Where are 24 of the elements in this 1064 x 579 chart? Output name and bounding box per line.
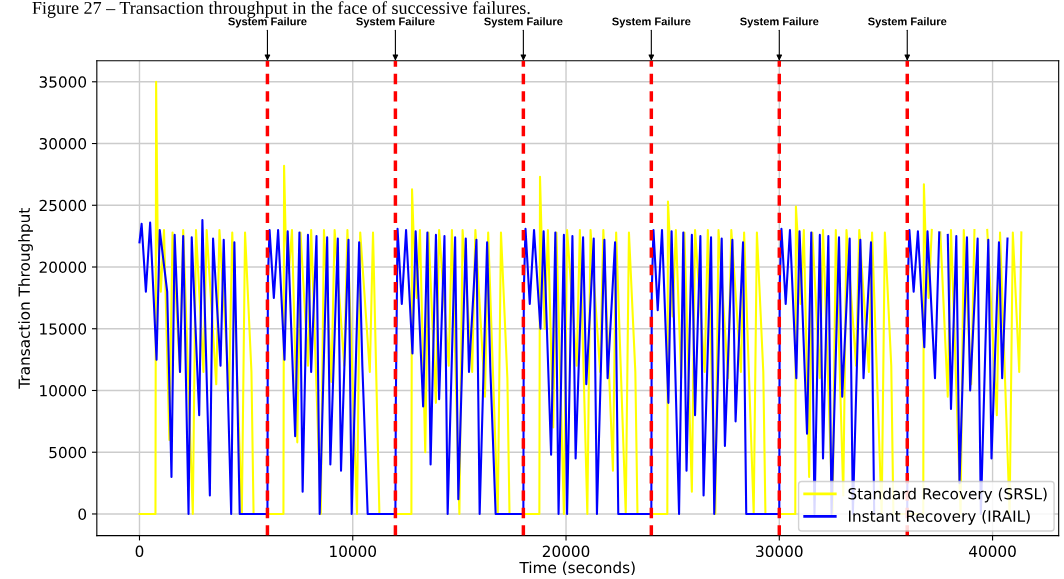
legend-label: Instant Recovery (IRAIL) xyxy=(848,510,1030,525)
x-tick-label: 40000 xyxy=(969,545,1016,558)
y-axis-title: Transaction Throughput xyxy=(18,208,33,389)
y-tick-label: 20000 xyxy=(39,261,87,274)
y-tick-label: 5000 xyxy=(49,446,87,459)
ref-line-label: System Failure xyxy=(356,17,435,28)
x-tick-label: 0 xyxy=(135,545,144,558)
ref-line-label: System Failure xyxy=(484,17,563,28)
y-tick-label: 15000 xyxy=(40,323,87,335)
ref-line-label: System Failure xyxy=(612,17,691,28)
ref-line-label: System Failure xyxy=(740,17,819,28)
x-tick-label: 10000 xyxy=(330,545,377,558)
y-tick-label: 10000 xyxy=(40,384,87,397)
y-tick-label: 25000 xyxy=(39,199,87,212)
chart-title: Figure 27 – Transaction throughput in the face of successive failures. xyxy=(32,1,530,18)
ref-line-label: System Failure xyxy=(868,17,947,28)
y-tick-label: 0 xyxy=(78,508,87,520)
y-tick-label: 35000 xyxy=(39,76,87,88)
ref-line-label: System Failure xyxy=(228,17,307,28)
legend-label: Standard Recovery (SRSL) xyxy=(848,487,1047,503)
x-tick-label: 30000 xyxy=(756,545,803,558)
y-tick-label: 30000 xyxy=(39,137,87,150)
x-tick-label: 20000 xyxy=(542,545,590,558)
x-axis-title: Time (seconds) xyxy=(519,561,635,576)
